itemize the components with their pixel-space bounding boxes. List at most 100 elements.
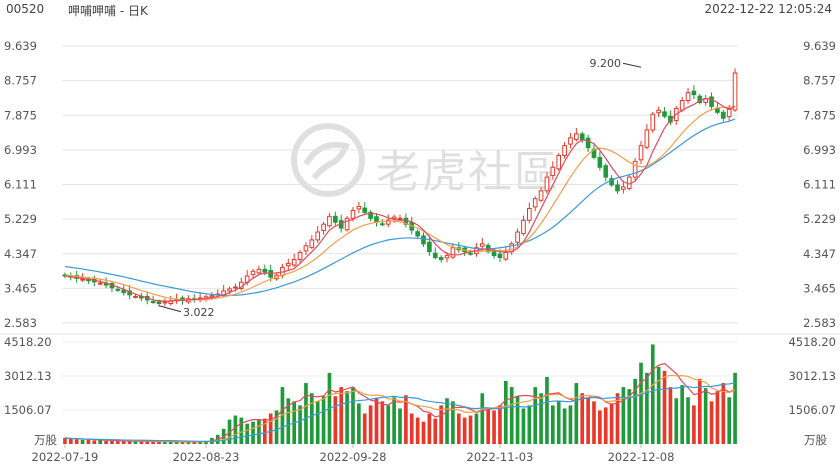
candle-up bbox=[632, 160, 638, 178]
volume-bar bbox=[574, 383, 579, 444]
volume-bar bbox=[433, 418, 438, 444]
volume-bar bbox=[680, 385, 684, 444]
candle-up bbox=[385, 219, 391, 225]
volume-bar bbox=[521, 408, 526, 444]
candle-down bbox=[121, 289, 127, 293]
candle-down bbox=[585, 137, 591, 149]
candle-up bbox=[227, 288, 232, 292]
candle-up bbox=[344, 217, 350, 231]
volume-bar bbox=[462, 417, 467, 444]
volume-bar bbox=[80, 439, 85, 444]
date-label: 2022-11-03 bbox=[467, 450, 534, 464]
volume-bar bbox=[498, 405, 502, 444]
volume-bar bbox=[74, 439, 79, 444]
volume-bar bbox=[339, 387, 344, 444]
volume-ma10-line bbox=[64, 374, 736, 443]
ma20-line bbox=[64, 118, 736, 296]
candle-up bbox=[133, 295, 138, 298]
price-ytick-left: 3.465 bbox=[4, 281, 37, 295]
candle-up bbox=[444, 255, 450, 259]
volume-bar bbox=[280, 387, 285, 444]
volume-bar bbox=[409, 413, 414, 444]
candle-up bbox=[644, 129, 650, 148]
volume-bar bbox=[645, 372, 649, 444]
volume-bar bbox=[527, 405, 532, 444]
volume-bar bbox=[274, 410, 279, 444]
candle-up bbox=[291, 259, 297, 266]
candle-up bbox=[526, 207, 532, 221]
volume-bar bbox=[421, 421, 426, 444]
candle-up bbox=[297, 251, 303, 261]
candle-down bbox=[609, 178, 614, 186]
volume-bar bbox=[615, 393, 620, 444]
volume-bar bbox=[333, 396, 338, 444]
volume-bar bbox=[627, 389, 632, 444]
volume-bar bbox=[598, 410, 602, 444]
volume-bar bbox=[233, 415, 238, 444]
volume-bar bbox=[439, 405, 443, 444]
candle-up bbox=[479, 243, 485, 247]
price-ytick-right: 4.347 bbox=[803, 247, 836, 261]
candle-down bbox=[615, 184, 620, 192]
price-ytick-left: 4.347 bbox=[4, 247, 37, 261]
volume-bar bbox=[686, 397, 690, 444]
volume-bar bbox=[310, 393, 314, 444]
candle-down bbox=[362, 207, 368, 213]
candle-up bbox=[256, 268, 262, 274]
price-ytick-right: 8.757 bbox=[803, 74, 836, 88]
volume-bar bbox=[668, 387, 673, 444]
volume-bar bbox=[580, 393, 585, 444]
candle-down bbox=[579, 133, 585, 141]
volume-bar bbox=[133, 441, 138, 444]
date-label: 2022-08-23 bbox=[173, 450, 240, 464]
price-ytick-right: 6.111 bbox=[803, 178, 836, 192]
candle-down bbox=[374, 216, 379, 223]
volume-bar bbox=[709, 401, 714, 444]
candle-down bbox=[497, 253, 503, 259]
volume-bar bbox=[392, 397, 396, 444]
candle-up bbox=[356, 206, 362, 210]
volume-bar bbox=[656, 366, 661, 444]
volume-bar bbox=[415, 417, 420, 444]
volume-bar bbox=[168, 441, 173, 444]
candle-up bbox=[285, 262, 291, 267]
annotation-leader bbox=[622, 62, 642, 68]
volume-bar bbox=[480, 393, 485, 444]
candle-up bbox=[97, 282, 103, 285]
volume-bar bbox=[304, 383, 308, 444]
candle-up bbox=[209, 295, 215, 298]
volume-bar bbox=[545, 376, 549, 444]
candle-up bbox=[521, 219, 526, 235]
volume-bar bbox=[697, 378, 702, 444]
volume-bar bbox=[427, 413, 432, 444]
date-label: 2022-09-28 bbox=[320, 450, 387, 464]
volume-bar bbox=[386, 405, 391, 444]
candle-up bbox=[327, 215, 332, 227]
candle-up bbox=[532, 198, 538, 208]
candle-down bbox=[691, 90, 697, 96]
volume-bar bbox=[174, 441, 179, 444]
candle-up bbox=[556, 154, 562, 170]
volume-bar bbox=[551, 405, 555, 444]
volume-bar bbox=[374, 398, 379, 444]
volume-bar bbox=[163, 441, 167, 444]
candle-up bbox=[732, 72, 738, 111]
volume-bar bbox=[674, 398, 679, 444]
volume-ytick-right: 3012.13 bbox=[788, 369, 836, 383]
candle-up bbox=[303, 245, 309, 252]
price-ytick-right: 5.229 bbox=[803, 212, 836, 226]
candle-up bbox=[515, 231, 520, 243]
volume-bar bbox=[621, 387, 626, 444]
candle-up bbox=[550, 166, 556, 177]
volume-ma20-line bbox=[64, 382, 736, 442]
stock-code: 00520 bbox=[6, 2, 45, 16]
volume-bar bbox=[474, 413, 479, 444]
volume-bar bbox=[92, 440, 97, 444]
candle-up bbox=[626, 176, 632, 189]
volume-bar bbox=[98, 440, 103, 444]
candle-down bbox=[468, 252, 473, 255]
volume-bar bbox=[86, 439, 91, 444]
price-ytick-right: 6.993 bbox=[803, 143, 836, 157]
price-ytick-left: 7.875 bbox=[4, 108, 37, 122]
